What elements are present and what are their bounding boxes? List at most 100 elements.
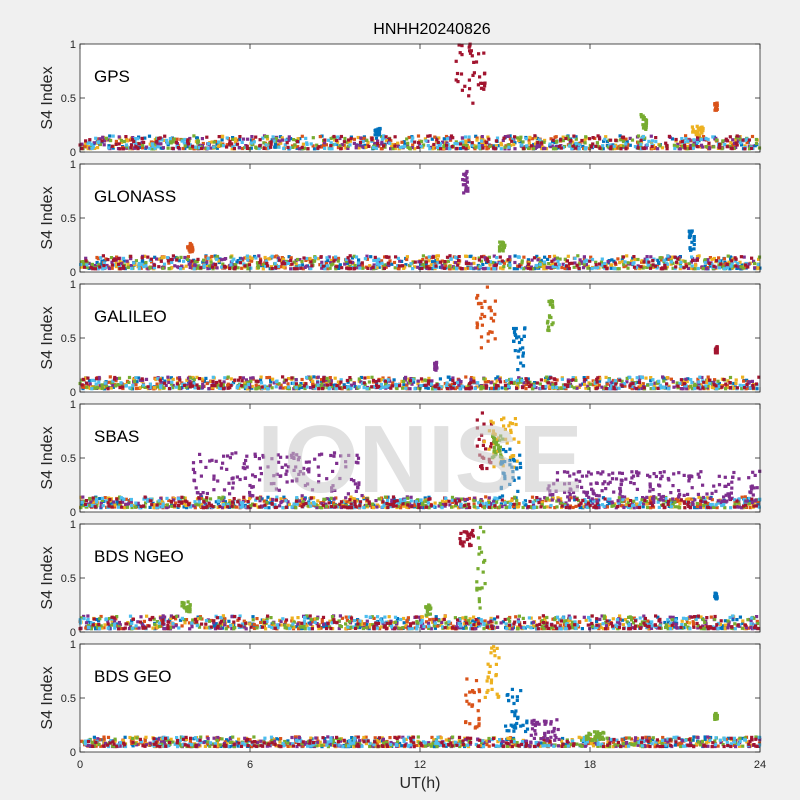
y-tick-label: 1 bbox=[70, 159, 76, 171]
data-point bbox=[111, 383, 115, 387]
data-point bbox=[595, 377, 599, 381]
data-point bbox=[193, 500, 197, 504]
data-point bbox=[679, 378, 683, 382]
data-point bbox=[193, 386, 197, 390]
data-point bbox=[322, 383, 326, 387]
data-point bbox=[600, 263, 604, 267]
data-point bbox=[538, 382, 542, 386]
data-point bbox=[613, 267, 617, 271]
data-point bbox=[258, 144, 262, 148]
data-point bbox=[173, 501, 178, 505]
data-point bbox=[323, 267, 327, 271]
data-point bbox=[126, 505, 130, 509]
data-point bbox=[419, 145, 423, 149]
data-point bbox=[169, 258, 173, 262]
data-point bbox=[682, 382, 686, 386]
data-point bbox=[687, 497, 691, 501]
data-point bbox=[417, 260, 421, 264]
data-point bbox=[217, 140, 221, 144]
data-point bbox=[485, 257, 489, 261]
data-point bbox=[642, 497, 646, 501]
data-point bbox=[435, 145, 440, 150]
data-point bbox=[216, 502, 220, 506]
data-point bbox=[462, 178, 467, 182]
data-point bbox=[350, 265, 354, 270]
data-point bbox=[306, 147, 310, 151]
data-point bbox=[478, 75, 482, 79]
data-point bbox=[559, 138, 563, 142]
data-point bbox=[665, 257, 669, 261]
data-point bbox=[700, 131, 704, 135]
data-point bbox=[206, 146, 210, 150]
data-point bbox=[374, 258, 378, 262]
data-point bbox=[729, 146, 733, 150]
data-point bbox=[181, 266, 185, 270]
data-point bbox=[217, 259, 221, 263]
data-point bbox=[188, 380, 192, 384]
data-point bbox=[506, 134, 510, 138]
data-point bbox=[218, 379, 222, 383]
data-point bbox=[130, 266, 134, 271]
axes-background bbox=[80, 44, 760, 152]
data-point bbox=[157, 257, 161, 261]
data-point bbox=[617, 386, 621, 390]
data-point bbox=[231, 136, 235, 140]
data-point bbox=[155, 257, 159, 261]
data-point bbox=[313, 386, 317, 390]
data-point bbox=[382, 266, 386, 270]
data-point bbox=[300, 377, 304, 382]
data-point bbox=[658, 383, 662, 387]
data-point bbox=[550, 323, 554, 327]
data-point bbox=[333, 142, 337, 146]
data-point bbox=[93, 378, 97, 383]
data-point bbox=[637, 387, 641, 391]
data-point bbox=[565, 264, 569, 268]
data-point bbox=[246, 137, 250, 141]
data-point bbox=[538, 264, 542, 268]
data-point bbox=[498, 240, 502, 244]
data-point bbox=[163, 134, 167, 138]
data-point bbox=[393, 135, 397, 139]
data-point bbox=[699, 137, 703, 141]
data-point bbox=[523, 327, 527, 331]
data-point bbox=[276, 256, 280, 260]
data-point bbox=[317, 387, 321, 391]
data-point bbox=[704, 145, 709, 149]
data-point bbox=[171, 146, 175, 150]
data-point bbox=[290, 376, 294, 380]
data-point bbox=[329, 382, 333, 386]
data-point bbox=[649, 134, 653, 138]
data-point bbox=[149, 497, 153, 501]
data-point bbox=[472, 504, 476, 509]
data-point bbox=[524, 137, 528, 141]
data-point bbox=[309, 504, 313, 508]
data-point bbox=[242, 262, 246, 266]
data-point bbox=[297, 499, 302, 503]
data-point bbox=[748, 506, 752, 510]
data-point bbox=[416, 382, 420, 386]
data-point bbox=[84, 139, 88, 143]
data-point bbox=[459, 497, 463, 501]
data-point bbox=[329, 261, 333, 265]
data-point bbox=[294, 386, 298, 390]
data-point bbox=[363, 143, 367, 147]
data-point bbox=[600, 385, 604, 389]
data-point bbox=[435, 366, 439, 370]
data-point bbox=[96, 146, 100, 150]
data-point bbox=[498, 380, 503, 384]
data-point bbox=[468, 51, 473, 55]
data-point bbox=[505, 379, 509, 383]
data-point bbox=[648, 498, 653, 502]
data-point bbox=[171, 386, 175, 390]
data-point bbox=[571, 144, 575, 148]
data-point bbox=[321, 387, 325, 391]
data-point bbox=[153, 386, 157, 390]
data-point bbox=[176, 376, 180, 380]
data-point bbox=[533, 134, 537, 138]
data-point bbox=[387, 137, 392, 141]
data-point bbox=[384, 382, 388, 386]
data-point bbox=[476, 83, 480, 87]
data-point bbox=[591, 383, 595, 387]
data-point bbox=[735, 134, 739, 138]
data-point bbox=[508, 137, 512, 141]
